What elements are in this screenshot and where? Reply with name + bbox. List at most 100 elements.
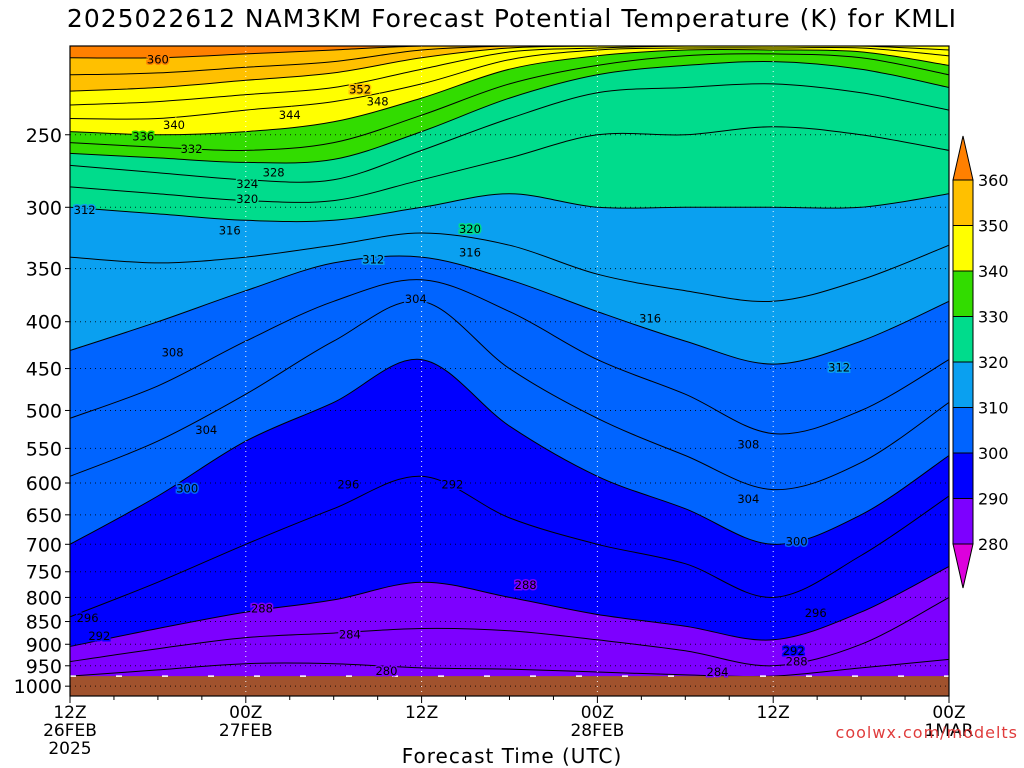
y-tick-label: 600	[26, 473, 62, 495]
credit-line: coolwx.com/modelts	[835, 723, 1018, 742]
contour-label: 284	[339, 627, 361, 641]
y-tick-label: 550	[26, 438, 62, 460]
contour-label: 292	[88, 629, 110, 643]
contour-label: 340	[163, 118, 185, 132]
y-tick-label: 500	[26, 400, 62, 422]
y-tick-label: 950	[26, 656, 62, 678]
colorbar-label: 360	[978, 171, 1009, 190]
y-tick-label: 700	[26, 534, 62, 556]
colorbar-segment	[952, 179, 974, 226]
theta-fills	[70, 46, 949, 696]
y-tick-label: 750	[26, 562, 62, 584]
y-axis: 2503003504004505005506006507007508008509…	[14, 125, 70, 698]
contour-label: 280	[375, 664, 397, 678]
contour-label: 316	[639, 312, 661, 326]
contour-label: 308	[737, 438, 759, 452]
y-tick-label: 350	[26, 259, 62, 281]
x-tick-label: 28FEB	[570, 721, 624, 741]
contour-label: 312	[74, 203, 96, 217]
contour-label: 308	[162, 345, 184, 359]
contour-label: 300	[786, 534, 808, 548]
y-tick-label: 850	[26, 612, 62, 634]
isentrope-340	[70, 48, 949, 136]
x-tick-label: 00Z	[229, 703, 262, 723]
y-tick-label: 900	[26, 634, 62, 656]
isentrope-300	[70, 358, 949, 545]
isentrope-312	[70, 255, 949, 365]
contour-label: 292	[783, 644, 805, 658]
isentrope-332	[70, 61, 949, 164]
isentrope-328	[70, 83, 949, 183]
x-tick-label: 12Z	[53, 703, 86, 723]
x-tick-label: 12Z	[405, 703, 438, 723]
contour-label: 312	[362, 252, 384, 266]
isentrope-296	[70, 475, 949, 618]
isentrope-344	[70, 46, 949, 120]
colorbar-label: 300	[978, 444, 1009, 463]
x-tick-label: 27FEB	[219, 721, 273, 741]
y-tick-label: 450	[26, 359, 62, 381]
colorbar-segment	[952, 225, 974, 272]
colorbar-extend-bottom	[952, 543, 974, 589]
contour-label: 304	[737, 492, 759, 506]
isentrope-320	[70, 193, 949, 223]
credit-text: coolwx.com/modelts	[836, 723, 1018, 743]
colorbar-extend-top	[952, 135, 974, 181]
isentrope-360	[70, 46, 949, 59]
contour-label: 284	[707, 665, 729, 679]
isentrope-308	[70, 279, 949, 435]
theta-contours	[70, 46, 949, 678]
colorbar-segment	[952, 498, 974, 545]
x-tick-label: 1MAR	[925, 721, 974, 741]
ground-fill	[70, 676, 949, 696]
contour-label: 296	[77, 611, 99, 625]
contour-label: 304	[405, 292, 427, 306]
x-tick-label: 00Z	[932, 703, 965, 723]
colorbar-label: 320	[978, 353, 1009, 372]
colorbar-label: 340	[978, 262, 1009, 281]
colorbar-segment	[952, 316, 974, 363]
contour-label: 324	[236, 177, 258, 191]
contour-labels: 3603523483443403363323283243203163123123…	[72, 51, 851, 680]
colorbar-label: 350	[978, 217, 1009, 236]
grid-lines	[70, 46, 949, 696]
contour-label: 316	[459, 245, 481, 259]
contour-label: 352	[349, 82, 371, 96]
isentrope-292	[70, 565, 949, 647]
contour-label: 360	[147, 53, 169, 67]
colorbar-segment	[952, 452, 974, 499]
y-tick-label: 800	[26, 587, 62, 609]
isentrope-284	[70, 658, 949, 678]
contour-label: 296	[337, 477, 359, 491]
colorbar-segment	[952, 361, 974, 408]
x-tick-label: 00Z	[581, 703, 614, 723]
colorbar-label: 310	[978, 399, 1009, 418]
y-tick-label: 650	[26, 505, 62, 527]
fill-band-360	[70, 46, 949, 59]
isentrope-324	[70, 126, 949, 203]
x-tick-label: 12Z	[757, 703, 790, 723]
colorbar-label: 330	[978, 308, 1009, 327]
contour-label: 320	[459, 222, 481, 236]
contour-label: 328	[263, 166, 285, 180]
x-axis-label: Forecast Time (UTC)	[401, 744, 623, 768]
contour-label: 344	[279, 108, 301, 122]
contour-label: 320	[236, 192, 258, 206]
contour-label: 316	[219, 223, 241, 237]
contour-label: 312	[828, 361, 850, 375]
contour-label: 300	[176, 481, 198, 495]
contour-label: 288	[786, 655, 808, 669]
contour-label: 292	[441, 477, 463, 491]
contour-label: 348	[367, 95, 389, 109]
isentrope-352	[70, 46, 949, 92]
isentrope-356	[70, 46, 949, 76]
contour-label: 288	[515, 578, 537, 592]
colorbar: 360 350 340 330 320 310 300 290 280	[952, 135, 1009, 589]
contour-label: 288	[251, 602, 273, 616]
colorbar-label: 280	[978, 535, 1009, 554]
isentrope-304	[70, 300, 949, 491]
isentrope-288	[70, 596, 949, 667]
colorbar-label: 290	[978, 490, 1009, 509]
